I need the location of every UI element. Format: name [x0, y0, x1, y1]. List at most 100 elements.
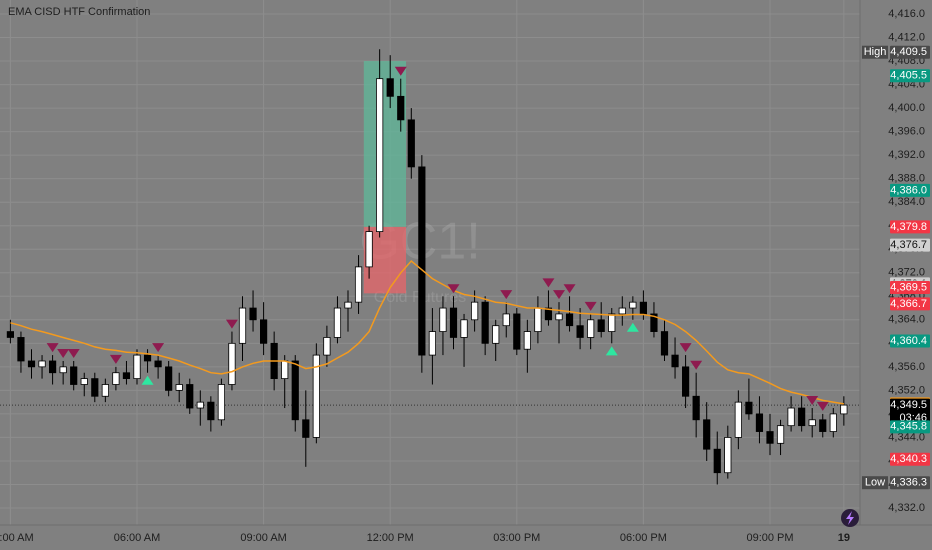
candle-body [513, 313, 521, 350]
candle-body [91, 378, 99, 397]
plot: GC1!Gold Futures [0, 49, 860, 485]
sell-signal [394, 66, 407, 76]
candle-body [101, 384, 109, 397]
candle-body [734, 401, 742, 438]
candle-body [165, 366, 173, 391]
x-tick-label: 12:00 PM [367, 532, 414, 544]
icon [846, 511, 854, 525]
price-tag [890, 238, 930, 252]
candle-body [291, 360, 299, 421]
candle-body [787, 407, 795, 427]
x-tick-label: 09:00 AM [240, 532, 286, 544]
price-tag [890, 476, 930, 490]
candle-body [196, 401, 204, 409]
sell-signal [46, 343, 59, 353]
y-tick-label: 4,388.0 [888, 173, 925, 185]
price-tag [890, 45, 930, 59]
candle-body [608, 313, 616, 332]
candle-body [59, 366, 67, 374]
candle-body [481, 301, 489, 344]
candle-body [407, 119, 415, 168]
price-tag-label: 4,336.3 [890, 477, 927, 489]
price-tag-label: 4,345.8 [890, 421, 927, 433]
price-tag-label: 4,349.5 [890, 399, 927, 411]
sell-signal [67, 348, 80, 358]
candle-body [682, 366, 690, 397]
candle-body [397, 95, 405, 121]
price-tag [890, 69, 930, 83]
price-tag [890, 297, 930, 311]
candle-body [333, 307, 342, 338]
candle-body [692, 395, 700, 421]
candle-body [660, 331, 669, 356]
price-tag-label: 4,409.5 [890, 46, 927, 58]
candle-body [840, 404, 848, 415]
sell-signal [57, 348, 70, 358]
candle-body [6, 331, 14, 338]
price-tag [890, 280, 930, 294]
candle-body [175, 384, 183, 391]
candle-body [523, 331, 531, 350]
candle-body [154, 360, 162, 368]
sell-signal [152, 343, 165, 353]
sell-signal [584, 301, 597, 311]
candle-body [470, 301, 479, 321]
price-tag [890, 420, 930, 434]
y-tick-label: 4,412.0 [888, 31, 925, 43]
sell-signal [542, 278, 555, 288]
price-tag-label: 4,369.5 [890, 281, 927, 293]
candle-body [798, 407, 806, 427]
candle-body [323, 337, 331, 356]
candle-body [38, 360, 46, 368]
sell-signal [225, 319, 238, 329]
candle-body [618, 307, 626, 315]
candle-body [713, 448, 721, 474]
x-tick-label: 06:00 PM [620, 532, 667, 544]
candle-body [629, 301, 637, 309]
candle-body [724, 437, 732, 474]
candle-body [344, 301, 352, 309]
candle-body [281, 360, 289, 380]
price-tag-name-bg [862, 45, 888, 59]
price-tag [890, 452, 930, 466]
candle-body [587, 319, 595, 338]
ema-line [10, 259, 845, 405]
candle-body [808, 419, 816, 427]
candle-body [418, 166, 426, 356]
y-tick-label: 4,384.0 [888, 196, 925, 208]
candle-body [597, 319, 605, 332]
y-tick-label: 4,332.0 [888, 502, 925, 514]
buy-signal [141, 375, 154, 385]
candle-body [776, 425, 785, 444]
sell-signal [679, 343, 692, 353]
zone [363, 61, 407, 227]
candle-body [312, 354, 320, 438]
grid [0, 0, 860, 525]
candle-body [186, 384, 194, 409]
candle-body [112, 372, 120, 385]
candle-body [302, 419, 310, 438]
indicator-title: EMA CISD HTF Confirmation [8, 6, 150, 18]
candle-body [671, 354, 679, 368]
candle-body [565, 313, 574, 327]
sell-signal [109, 354, 122, 364]
candle-body [386, 78, 394, 97]
candle-body [249, 307, 257, 321]
y-tick-label: 4,372.0 [888, 267, 925, 279]
sell-signal [553, 290, 565, 300]
sell-signal [563, 284, 576, 294]
candle-body [27, 360, 36, 368]
candle-body [544, 307, 553, 321]
sell-signal [806, 396, 819, 406]
price-tag-label: 4,366.7 [890, 298, 927, 310]
candle-body [650, 313, 658, 332]
y-tick-label: 4,352.0 [888, 384, 925, 396]
x-tick-label: 03:00 PM [493, 532, 540, 544]
candle-body [745, 401, 753, 415]
price-tag [890, 334, 930, 348]
price-tag-label: 4,405.5 [890, 70, 927, 82]
y-tick-label: 4,364.0 [888, 314, 925, 326]
candle-body [70, 366, 78, 385]
candle-body [703, 419, 711, 450]
